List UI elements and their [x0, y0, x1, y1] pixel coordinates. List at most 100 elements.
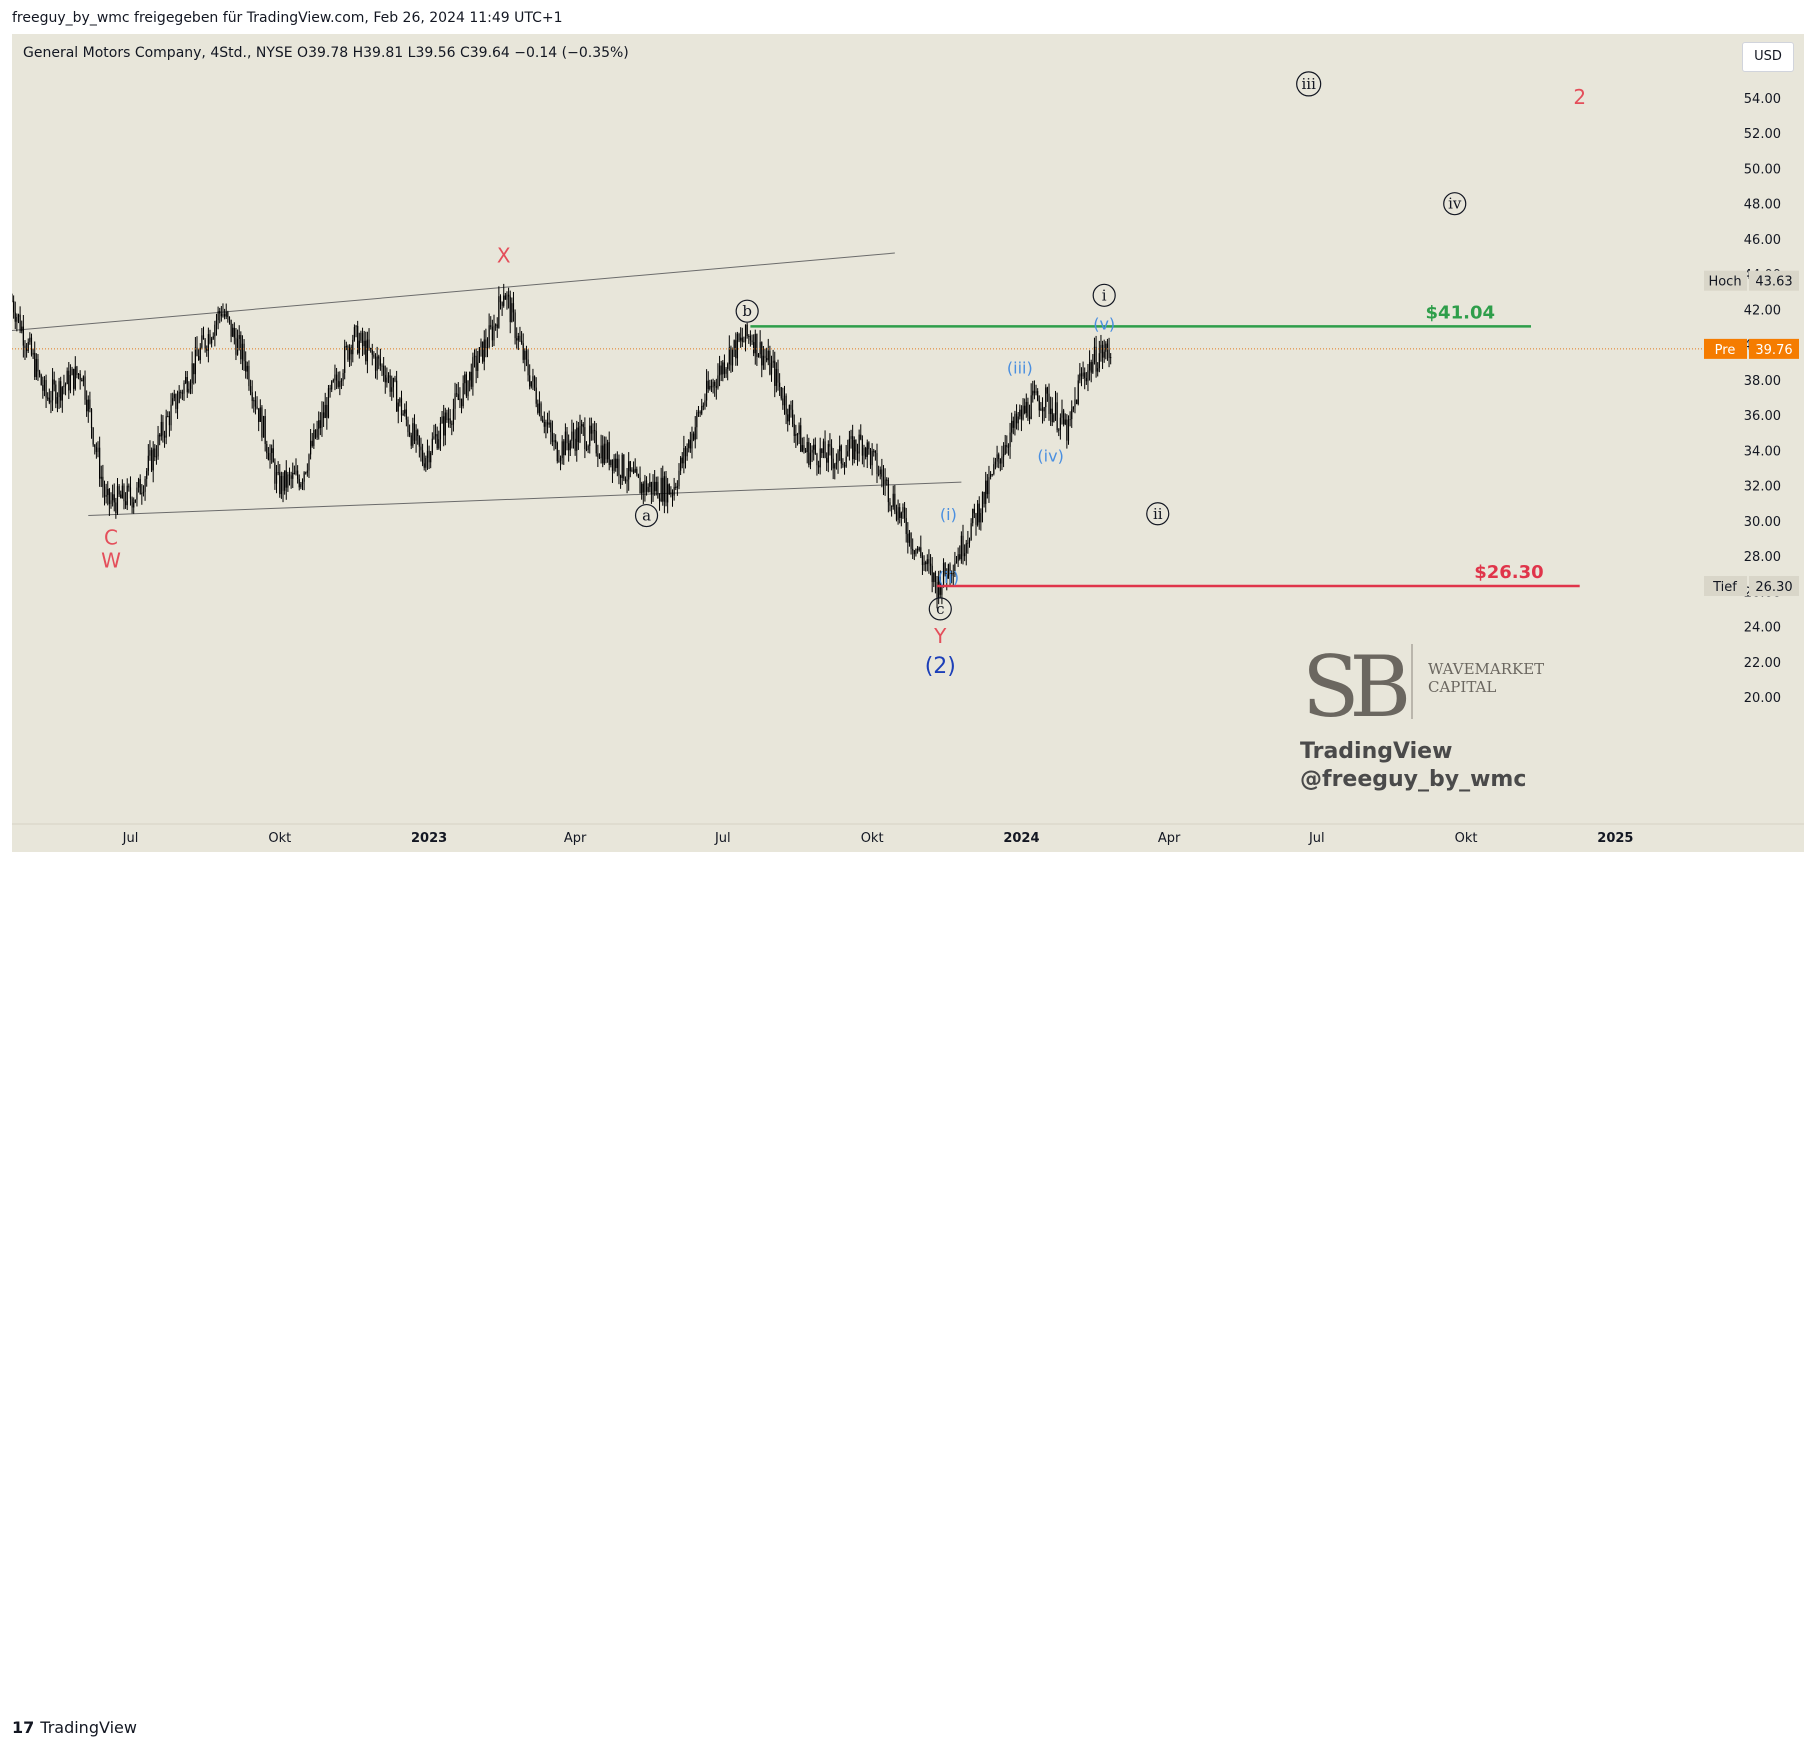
- price-bar: [217, 306, 219, 330]
- price-bar-body: [1095, 346, 1097, 372]
- price-bar-body: [809, 452, 812, 465]
- price-bar-body: [358, 340, 360, 354]
- price-bar: [577, 421, 579, 450]
- price-bar-body: [159, 434, 161, 437]
- price-bar-body: [266, 443, 268, 454]
- price-bar-body: [556, 442, 558, 462]
- price-bar: [530, 381, 532, 389]
- tradingview-logo[interactable]: 17 TradingView: [12, 1718, 137, 1737]
- price-bar: [834, 462, 836, 480]
- price-bar: [1024, 398, 1026, 415]
- price-bar: [1067, 415, 1070, 445]
- price-bar: [261, 405, 263, 442]
- price-bar-body: [308, 454, 310, 471]
- price-bar: [878, 465, 880, 477]
- price-bar-body: [1058, 429, 1060, 431]
- price-bar: [852, 424, 854, 466]
- price-bar: [353, 324, 356, 342]
- price-bar: [720, 360, 722, 382]
- price-bar-body: [180, 391, 182, 393]
- price-bar-body: [378, 356, 380, 359]
- price-bar-body: [64, 383, 67, 386]
- price-bar-body: [381, 365, 383, 367]
- currency-button[interactable]: USD: [1742, 42, 1794, 72]
- price-chart[interactable]: $41.04$26.30XCWY2(2)abciiiiiiiv(i)(ii)(i…: [12, 34, 1804, 852]
- y-tick-label: 20.00: [1744, 691, 1781, 706]
- price-bar: [295, 458, 297, 476]
- price-bar-body: [1098, 353, 1100, 369]
- price-bar-body: [285, 470, 287, 488]
- price-bar-body: [387, 375, 390, 378]
- price-bar: [314, 429, 317, 440]
- price-bar: [165, 409, 167, 445]
- price-bar-body: [704, 400, 706, 406]
- price-bar: [262, 415, 265, 438]
- price-bar: [167, 411, 169, 418]
- price-bar-body: [981, 491, 984, 514]
- price-bar-body: [642, 483, 644, 493]
- y-tick-label: 48.00: [1744, 198, 1781, 213]
- price-bar: [999, 458, 1001, 472]
- symbol-info-line[interactable]: General Motors Company, 4Std., NYSE O39.…: [23, 45, 629, 61]
- price-bar-body: [81, 379, 83, 382]
- price-bar-body: [1012, 420, 1014, 428]
- price-bar: [699, 410, 701, 417]
- price-bar: [319, 412, 321, 436]
- price-bar: [959, 545, 961, 561]
- price-bar-body: [38, 371, 41, 375]
- price-bar-body: [983, 491, 985, 504]
- price-bar-body: [660, 477, 662, 502]
- price-bar-body: [316, 428, 318, 438]
- price-bar: [232, 323, 234, 338]
- price-bar-body: [852, 436, 854, 460]
- price-bar: [628, 452, 630, 491]
- price-bar: [14, 301, 16, 329]
- price-bar-body: [495, 324, 497, 326]
- price-bar: [842, 458, 844, 468]
- price-bar-body: [214, 324, 216, 337]
- price-bar: [306, 463, 308, 477]
- price-bar-body: [22, 326, 24, 346]
- price-bar-body: [1037, 391, 1039, 401]
- price-bar-body: [470, 371, 472, 387]
- price-bar-body: [756, 333, 758, 357]
- price-bar: [131, 496, 133, 514]
- price-bar: [298, 474, 300, 491]
- price-bar-body: [848, 438, 851, 452]
- price-bar-body: [628, 461, 630, 480]
- price-bar-body: [1045, 387, 1047, 408]
- price-bar: [1043, 406, 1045, 422]
- price-bar: [524, 348, 526, 372]
- price-bar: [918, 546, 920, 552]
- price-bar: [183, 380, 185, 401]
- price-bar: [477, 350, 479, 379]
- price-bar-body: [801, 445, 803, 452]
- price-bar: [856, 443, 859, 466]
- price-bar-body: [694, 427, 696, 440]
- price-bar: [318, 411, 320, 440]
- price-bar-body: [162, 421, 164, 436]
- price-bar: [128, 483, 130, 492]
- price-bar-body: [462, 383, 464, 407]
- price-bar-body: [959, 554, 961, 560]
- price-bar: [447, 407, 450, 428]
- price-bar: [17, 313, 20, 324]
- price-bar-body: [876, 452, 878, 475]
- price-bar: [267, 447, 270, 461]
- price-bar-body: [287, 474, 289, 488]
- price-bar: [63, 374, 65, 395]
- price-bar: [180, 389, 182, 399]
- price-bar: [650, 481, 653, 504]
- price-bar: [683, 435, 685, 474]
- chart-area[interactable]: $41.04 $26.30 X C W Y 2 (2) a b c i ii iii iv (i) (ii) (i…: [12, 34, 1804, 852]
- price-bar: [594, 420, 596, 444]
- price-bar: [464, 371, 466, 395]
- price-bar-body: [787, 414, 789, 422]
- price-bar-body: [769, 350, 771, 375]
- price-bar: [16, 313, 18, 332]
- price-bar-body: [313, 429, 315, 446]
- price-bar: [329, 384, 331, 398]
- price-bar-body: [366, 339, 369, 362]
- price-bar: [839, 435, 841, 461]
- watermark-brand-line2: CAPITAL: [1428, 678, 1496, 696]
